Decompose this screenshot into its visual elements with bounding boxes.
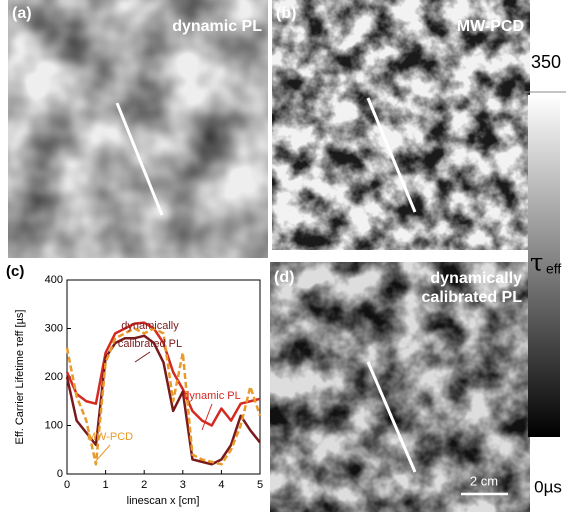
- x-tick-label: 3: [180, 479, 186, 491]
- panel-a: (a) dynamic PL: [8, 0, 268, 258]
- panel-d: (d) dynamically calibrated PL 2 cm: [270, 262, 530, 512]
- colorbar-subscript: eff: [546, 261, 561, 277]
- x-tick-label: 1: [103, 479, 109, 491]
- annotation: dynamic PL: [183, 390, 240, 402]
- panel-label: (c): [6, 263, 24, 280]
- x-tick-label: 2: [141, 479, 147, 491]
- colorbar-symbol: τ: [530, 249, 543, 277]
- y-axis-label: Eff. Carrier Lifetime τeff [µs]: [14, 310, 26, 445]
- y-tick-label: 300: [45, 322, 63, 334]
- chart-c: (c) Eff. Carrier Lifetime τeff [µs] line…: [6, 263, 263, 507]
- annotation: dynamically: [121, 320, 179, 332]
- figure: (a) dynamic PL (b) MW-PCD (d) dynamicall…: [0, 0, 573, 514]
- panel-b: (b) MW-PCD: [272, 0, 530, 250]
- panel-title: dynamic PL: [172, 18, 262, 35]
- annotation: calibrated PL: [118, 338, 182, 350]
- panel-label: (a): [12, 5, 32, 22]
- colorbar-max: 350: [531, 52, 561, 72]
- panel-label: (b): [276, 5, 296, 22]
- annotation: MW-PCD: [87, 431, 133, 443]
- scale-bar-label: 2 cm: [470, 473, 498, 488]
- x-tick-label: 4: [218, 479, 224, 491]
- y-tick-label: 0: [57, 468, 63, 480]
- colorbar: 350 τ eff 0µs: [524, 52, 566, 497]
- panel-title: calibrated PL: [422, 289, 523, 306]
- x-tick-label: 5: [257, 479, 263, 491]
- panel-title: MW-PCD: [457, 18, 524, 35]
- colorbar-min: 0µs: [534, 477, 562, 496]
- y-tick-label: 100: [45, 419, 63, 431]
- panel-label: (d): [274, 269, 294, 286]
- y-tick-label: 200: [45, 371, 63, 383]
- panel-title: dynamically: [430, 270, 522, 287]
- x-axis-label: linescan x [cm]: [127, 495, 200, 507]
- x-tick-label: 0: [64, 479, 70, 491]
- y-tick-label: 400: [45, 274, 63, 286]
